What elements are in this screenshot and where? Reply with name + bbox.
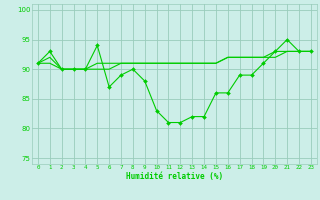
X-axis label: Humidité relative (%): Humidité relative (%) <box>126 172 223 181</box>
